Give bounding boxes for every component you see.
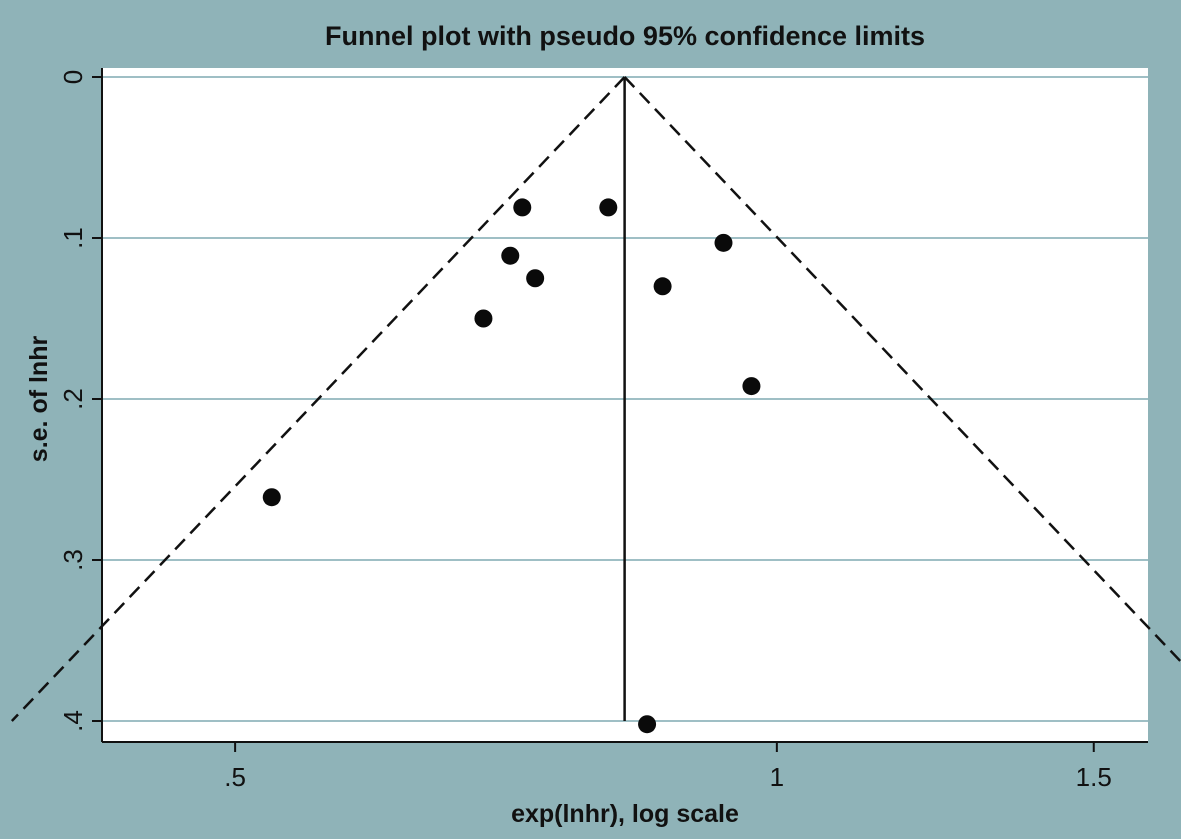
x-tick-label: 1.5 (1076, 762, 1112, 792)
x-tick-label: 1 (770, 762, 784, 792)
data-points (262, 198, 761, 734)
axes (101, 68, 1148, 743)
lower-confidence-limit (10, 76, 626, 722)
x-axis-ticks: .5 1 1.5 (224, 742, 1112, 792)
data-point (501, 246, 520, 265)
y-axis-ticks: 0 .1 .2 .3 .4 (58, 70, 102, 732)
funnel-limits (10, 76, 1181, 722)
data-point (653, 277, 672, 296)
chart-title: Funnel plot with pseudo 95% confidence l… (325, 21, 925, 51)
data-point (742, 377, 761, 396)
upper-confidence-limit (623, 76, 1181, 664)
y-tick-label: 0 (58, 70, 88, 84)
data-point (474, 309, 493, 328)
data-point (599, 198, 618, 217)
x-axis-label: exp(lnhr), log scale (511, 800, 739, 828)
data-point (513, 198, 532, 217)
y-tick-label: .1 (58, 227, 88, 249)
data-point (526, 269, 545, 288)
x-tick-label: .5 (224, 762, 246, 792)
data-point (638, 715, 657, 734)
y-tick-label: .2 (58, 388, 88, 410)
y-tick-label: .3 (58, 549, 88, 571)
data-point (262, 488, 281, 507)
data-point (714, 233, 733, 252)
y-tick-label: .4 (58, 710, 88, 732)
y-axis-label: s.e. of lnhr (25, 336, 53, 463)
